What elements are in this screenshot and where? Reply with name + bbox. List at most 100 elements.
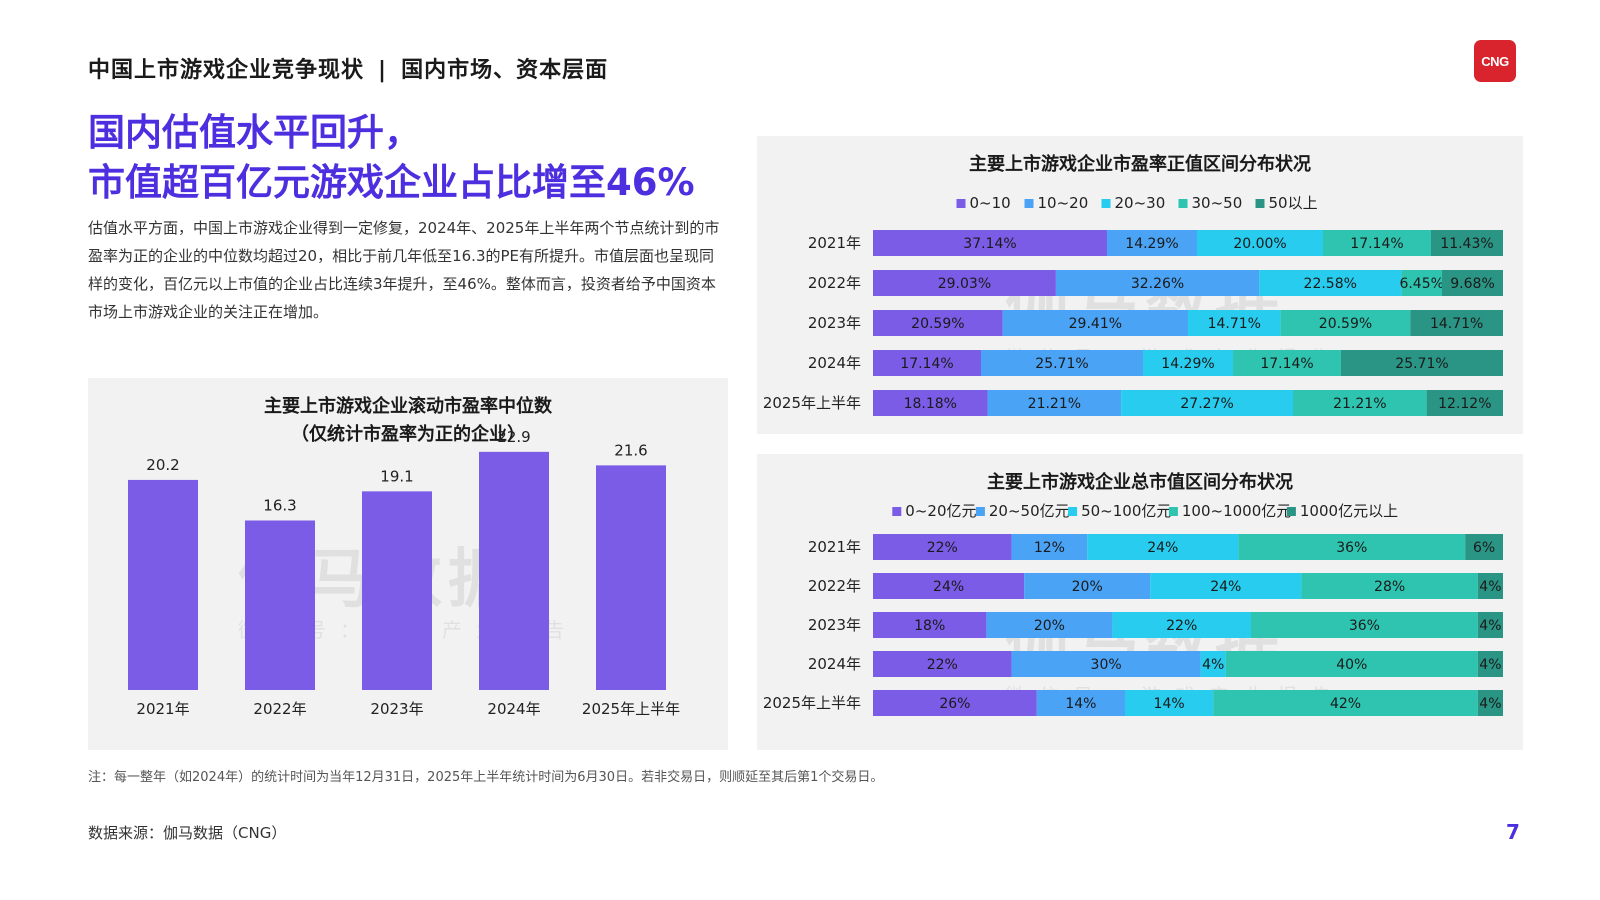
pe-median-bar xyxy=(596,465,666,690)
segment-value-label: 4% xyxy=(1202,657,1224,673)
stacked-segment xyxy=(1426,390,1503,416)
legend-label: 100~1000亿元 xyxy=(1182,502,1291,520)
legend-label: 10~20 xyxy=(1038,194,1089,212)
stacked-segment xyxy=(987,390,1122,416)
stacked-segment xyxy=(1323,230,1431,256)
pe-median-bar xyxy=(362,491,432,690)
stacked-segment xyxy=(873,573,1025,599)
segment-value-label: 21.21% xyxy=(1333,396,1386,412)
headline: 国内估值水平回升， 市值超百亿元游戏企业占比增至46% xyxy=(88,108,695,208)
legend-swatch xyxy=(975,507,985,516)
segment-value-label: 20% xyxy=(1072,579,1103,595)
pe-distribution-title: 主要上市游戏企业市盈率正值区间分布状况 xyxy=(969,154,1311,175)
stacked-segment xyxy=(1112,612,1251,638)
stacked-segment xyxy=(1293,390,1427,416)
segment-value-label: 12.12% xyxy=(1438,396,1491,412)
market-cap-chart: 0~20亿元 20~50亿元 50~100亿元 100~1000亿元 1000亿元以上 2… xyxy=(763,502,1503,716)
stacked-segment xyxy=(1011,534,1088,560)
legend-swatch xyxy=(1255,199,1265,208)
legend-swatch xyxy=(892,507,902,516)
pe-median-category-label: 2025年上半年 xyxy=(582,700,680,718)
segment-value-label: 12% xyxy=(1034,540,1065,556)
segment-value-label: 22% xyxy=(927,657,958,673)
pe-median-category-label: 2024年 xyxy=(487,700,540,718)
segment-value-label: 36% xyxy=(1349,618,1380,634)
stacked-segment xyxy=(1301,573,1478,599)
stacked-segment xyxy=(1024,573,1151,599)
logo-text: CNG xyxy=(1481,53,1509,69)
section-header: 中国上市游戏企业竞争现状 | 国内市场、资本层面 xyxy=(88,52,608,84)
pe-median-category-label: 2022年 xyxy=(253,700,306,718)
market-cap-panel: 主要上市游戏企业总市值区间分布状况 伽马数据 微信号：游戏产业报告 0~20亿元… xyxy=(757,454,1523,750)
segment-value-label: 6.45% xyxy=(1399,276,1443,292)
stacked-segment xyxy=(1011,651,1201,677)
stacked-segment xyxy=(1477,651,1503,677)
segment-value-label: 24% xyxy=(933,579,964,595)
stacked-segment xyxy=(1401,270,1443,296)
stacked-segment xyxy=(1465,534,1503,560)
stacked-segment xyxy=(1259,270,1402,296)
legend-swatch xyxy=(1168,507,1178,516)
segment-value-label: 42% xyxy=(1330,696,1361,712)
segment-value-label: 24% xyxy=(1210,579,1241,595)
body-paragraph: 估值水平方面，中国上市游戏企业得到一定修复，2024年、2025年上半年两个节点… xyxy=(88,219,720,321)
segment-value-label: 17.14% xyxy=(1350,236,1403,252)
stacked-segment xyxy=(1197,230,1324,256)
stacked-segment xyxy=(1213,690,1478,716)
segment-value-label: 20.59% xyxy=(911,316,964,332)
subsection-title: 国内市场、资本层面 xyxy=(401,58,609,83)
segment-value-label: 20.00% xyxy=(1233,236,1286,252)
segment-value-label: 37.14% xyxy=(963,236,1016,252)
stacked-segment xyxy=(1187,310,1281,336)
market-cap-title: 主要上市游戏企业总市值区间分布状况 xyxy=(987,472,1293,493)
stacked-segment xyxy=(1036,690,1125,716)
segment-value-label: 20.59% xyxy=(1319,316,1372,332)
footnote: 注：每一整年（如2024年）的统计时间为当年12月31日，2025年上半年统计时… xyxy=(88,770,884,785)
legend-swatch xyxy=(1178,199,1188,208)
stacked-segment xyxy=(1002,310,1188,336)
segment-value-label: 27.27% xyxy=(1180,396,1233,412)
stacked-segment xyxy=(1125,690,1214,716)
stacked-segment xyxy=(1055,270,1260,296)
stacked-segment xyxy=(1410,310,1503,336)
legend-label: 20~50亿元 xyxy=(989,502,1070,520)
segment-value-label: 30% xyxy=(1091,657,1122,673)
stacked-segment xyxy=(1442,270,1503,296)
stacked-segment xyxy=(873,230,1107,256)
segment-value-label: 4% xyxy=(1479,657,1501,673)
segment-value-label: 22% xyxy=(927,540,958,556)
legend-label: 50~100亿元 xyxy=(1081,502,1171,520)
segment-value-label: 24% xyxy=(1147,540,1178,556)
stacked-segment xyxy=(1142,350,1234,376)
stacked-segment xyxy=(1233,350,1342,376)
segment-value-label: 36% xyxy=(1336,540,1367,556)
segment-value-label: 32.26% xyxy=(1131,276,1184,292)
data-source: 数据来源：伽马数据（CNG） xyxy=(88,824,287,842)
segment-value-label: 28% xyxy=(1374,579,1405,595)
segment-value-label: 20% xyxy=(1034,618,1065,634)
stacked-segment xyxy=(873,690,1037,716)
row-category-label: 2023年 xyxy=(808,616,861,634)
segment-value-label: 14.71% xyxy=(1430,316,1483,332)
stacked-segment xyxy=(1121,390,1293,416)
legend-swatch xyxy=(1024,199,1034,208)
segment-value-label: 14% xyxy=(1065,696,1096,712)
stacked-segment xyxy=(873,651,1012,677)
pe-median-value-label: 22.9 xyxy=(497,428,530,446)
row-category-label: 2023年 xyxy=(808,314,861,332)
pe-median-bar xyxy=(128,479,198,690)
segment-value-label: 17.14% xyxy=(900,356,953,372)
segment-value-label: 14.29% xyxy=(1161,356,1214,372)
legend-label: 30~50 xyxy=(1192,194,1243,212)
pe-distribution-chart: 0~10 10~20 20~30 30~50 50以上 2021年 37.14% 14.29%… xyxy=(763,194,1503,416)
headline-line-1: 国内估值水平回升， xyxy=(88,111,421,154)
segment-value-label: 29.03% xyxy=(938,276,991,292)
segment-value-label: 11.43% xyxy=(1440,236,1493,252)
legend-label: 20~30 xyxy=(1115,194,1166,212)
stacked-segment xyxy=(1087,534,1239,560)
stacked-segment xyxy=(873,310,1003,336)
stacked-segment xyxy=(1477,690,1503,716)
segment-value-label: 40% xyxy=(1336,657,1367,673)
segment-value-label: 21.21% xyxy=(1028,396,1081,412)
legend-swatch xyxy=(1101,199,1111,208)
